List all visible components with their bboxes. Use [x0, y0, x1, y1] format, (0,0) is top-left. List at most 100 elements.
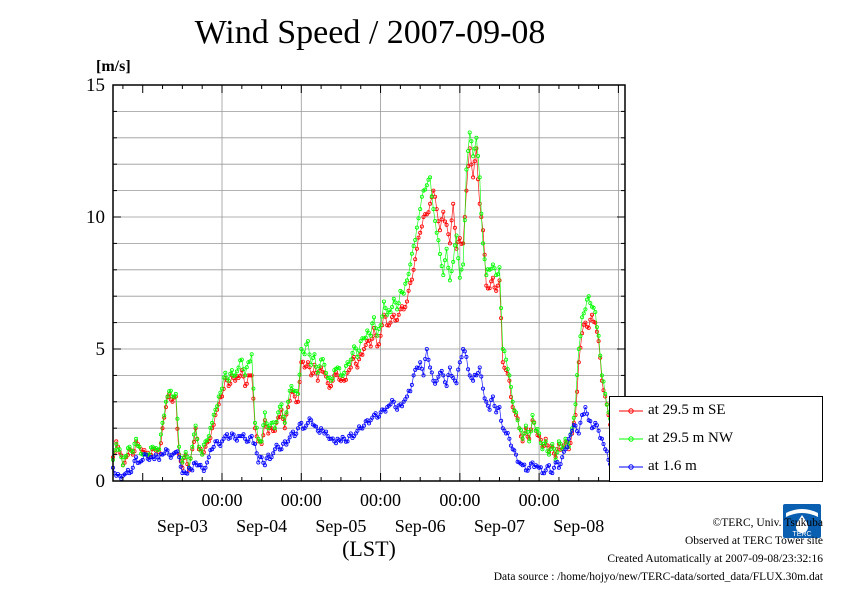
data-point — [404, 278, 409, 283]
data-point — [522, 462, 527, 467]
y-tick-label: 0 — [96, 471, 106, 492]
data-point — [543, 468, 548, 473]
data-point — [239, 357, 244, 362]
data-point — [508, 443, 513, 448]
data-point — [604, 402, 609, 407]
data-point — [208, 425, 213, 430]
data-point — [142, 448, 147, 453]
data-point — [424, 346, 429, 351]
data-point — [472, 372, 477, 377]
data-point — [378, 410, 383, 415]
data-point — [286, 399, 291, 404]
legend-label-se: at 29.5 m SE — [648, 402, 726, 418]
data-point — [205, 460, 210, 465]
data-point — [528, 429, 533, 434]
data-point — [487, 286, 492, 291]
data-point — [480, 228, 485, 233]
chart-title: Wind Speed / 2007-09-08 — [194, 14, 546, 51]
data-point — [211, 412, 216, 417]
data-point — [441, 373, 446, 378]
data-point — [315, 370, 320, 375]
data-point — [215, 439, 220, 444]
data-point — [502, 428, 507, 433]
data-point — [515, 418, 520, 423]
data-point — [588, 301, 593, 306]
data-point — [271, 429, 276, 434]
data-point — [532, 420, 537, 425]
data-point — [266, 452, 271, 457]
data-point — [525, 468, 530, 473]
data-point — [371, 315, 376, 320]
data-point — [196, 444, 201, 449]
data-point — [256, 460, 261, 465]
data-point — [416, 235, 421, 240]
data-point — [262, 463, 267, 468]
data-point — [508, 394, 513, 399]
data-point — [518, 428, 523, 433]
data-point — [185, 462, 190, 467]
data-point — [396, 312, 401, 317]
data-point — [193, 460, 198, 465]
data-point — [421, 214, 426, 219]
data-point — [205, 438, 210, 443]
data-point — [499, 418, 504, 423]
data-point — [157, 447, 162, 452]
data-point — [472, 146, 477, 151]
data-point — [547, 463, 552, 468]
footer-observed: Observed at TERC Tower site — [684, 535, 823, 547]
data-point — [570, 428, 575, 433]
data-point — [381, 299, 386, 304]
data-point — [575, 389, 580, 394]
data-point — [474, 135, 479, 140]
data-point — [452, 243, 457, 248]
data-point — [277, 447, 282, 452]
data-point — [276, 444, 281, 449]
data-point — [591, 305, 596, 310]
data-point — [535, 426, 540, 431]
data-point — [484, 283, 489, 288]
data-point — [421, 373, 426, 378]
data-point — [555, 450, 560, 455]
data-point — [406, 271, 411, 276]
data-point — [418, 207, 423, 212]
data-point — [576, 360, 581, 365]
data-point — [480, 241, 485, 246]
data-point — [348, 357, 353, 362]
data-point — [191, 439, 196, 444]
data-point — [479, 211, 484, 216]
data-point — [376, 326, 381, 331]
data-point — [233, 378, 238, 383]
data-point — [228, 435, 233, 440]
data-point — [300, 359, 305, 364]
data-point — [442, 219, 447, 224]
data-point — [274, 419, 279, 424]
data-point — [338, 439, 343, 444]
data-point — [464, 167, 469, 172]
data-point — [497, 405, 502, 410]
data-point — [401, 291, 406, 296]
data-point — [304, 423, 309, 428]
data-point — [505, 430, 510, 435]
data-point — [185, 471, 190, 476]
data-point — [294, 431, 299, 436]
data-point — [328, 383, 333, 388]
legend: at 29.5 m SE at 29.5 m NW at 1.6 m — [609, 396, 823, 482]
data-point — [249, 373, 254, 378]
data-point — [395, 317, 400, 322]
data-point — [170, 399, 175, 404]
data-point — [447, 365, 452, 370]
data-point — [565, 440, 570, 445]
data-point — [585, 411, 590, 416]
data-point — [355, 428, 360, 433]
data-point — [437, 228, 442, 233]
data-point — [573, 402, 578, 407]
data-point — [601, 379, 606, 384]
y-tick-label: 5 — [96, 339, 106, 360]
data-point — [514, 452, 519, 457]
data-point — [114, 441, 119, 446]
data-point — [330, 376, 335, 381]
data-point — [376, 414, 381, 419]
data-point — [373, 411, 378, 416]
data-point — [457, 360, 462, 365]
data-point — [357, 348, 362, 353]
